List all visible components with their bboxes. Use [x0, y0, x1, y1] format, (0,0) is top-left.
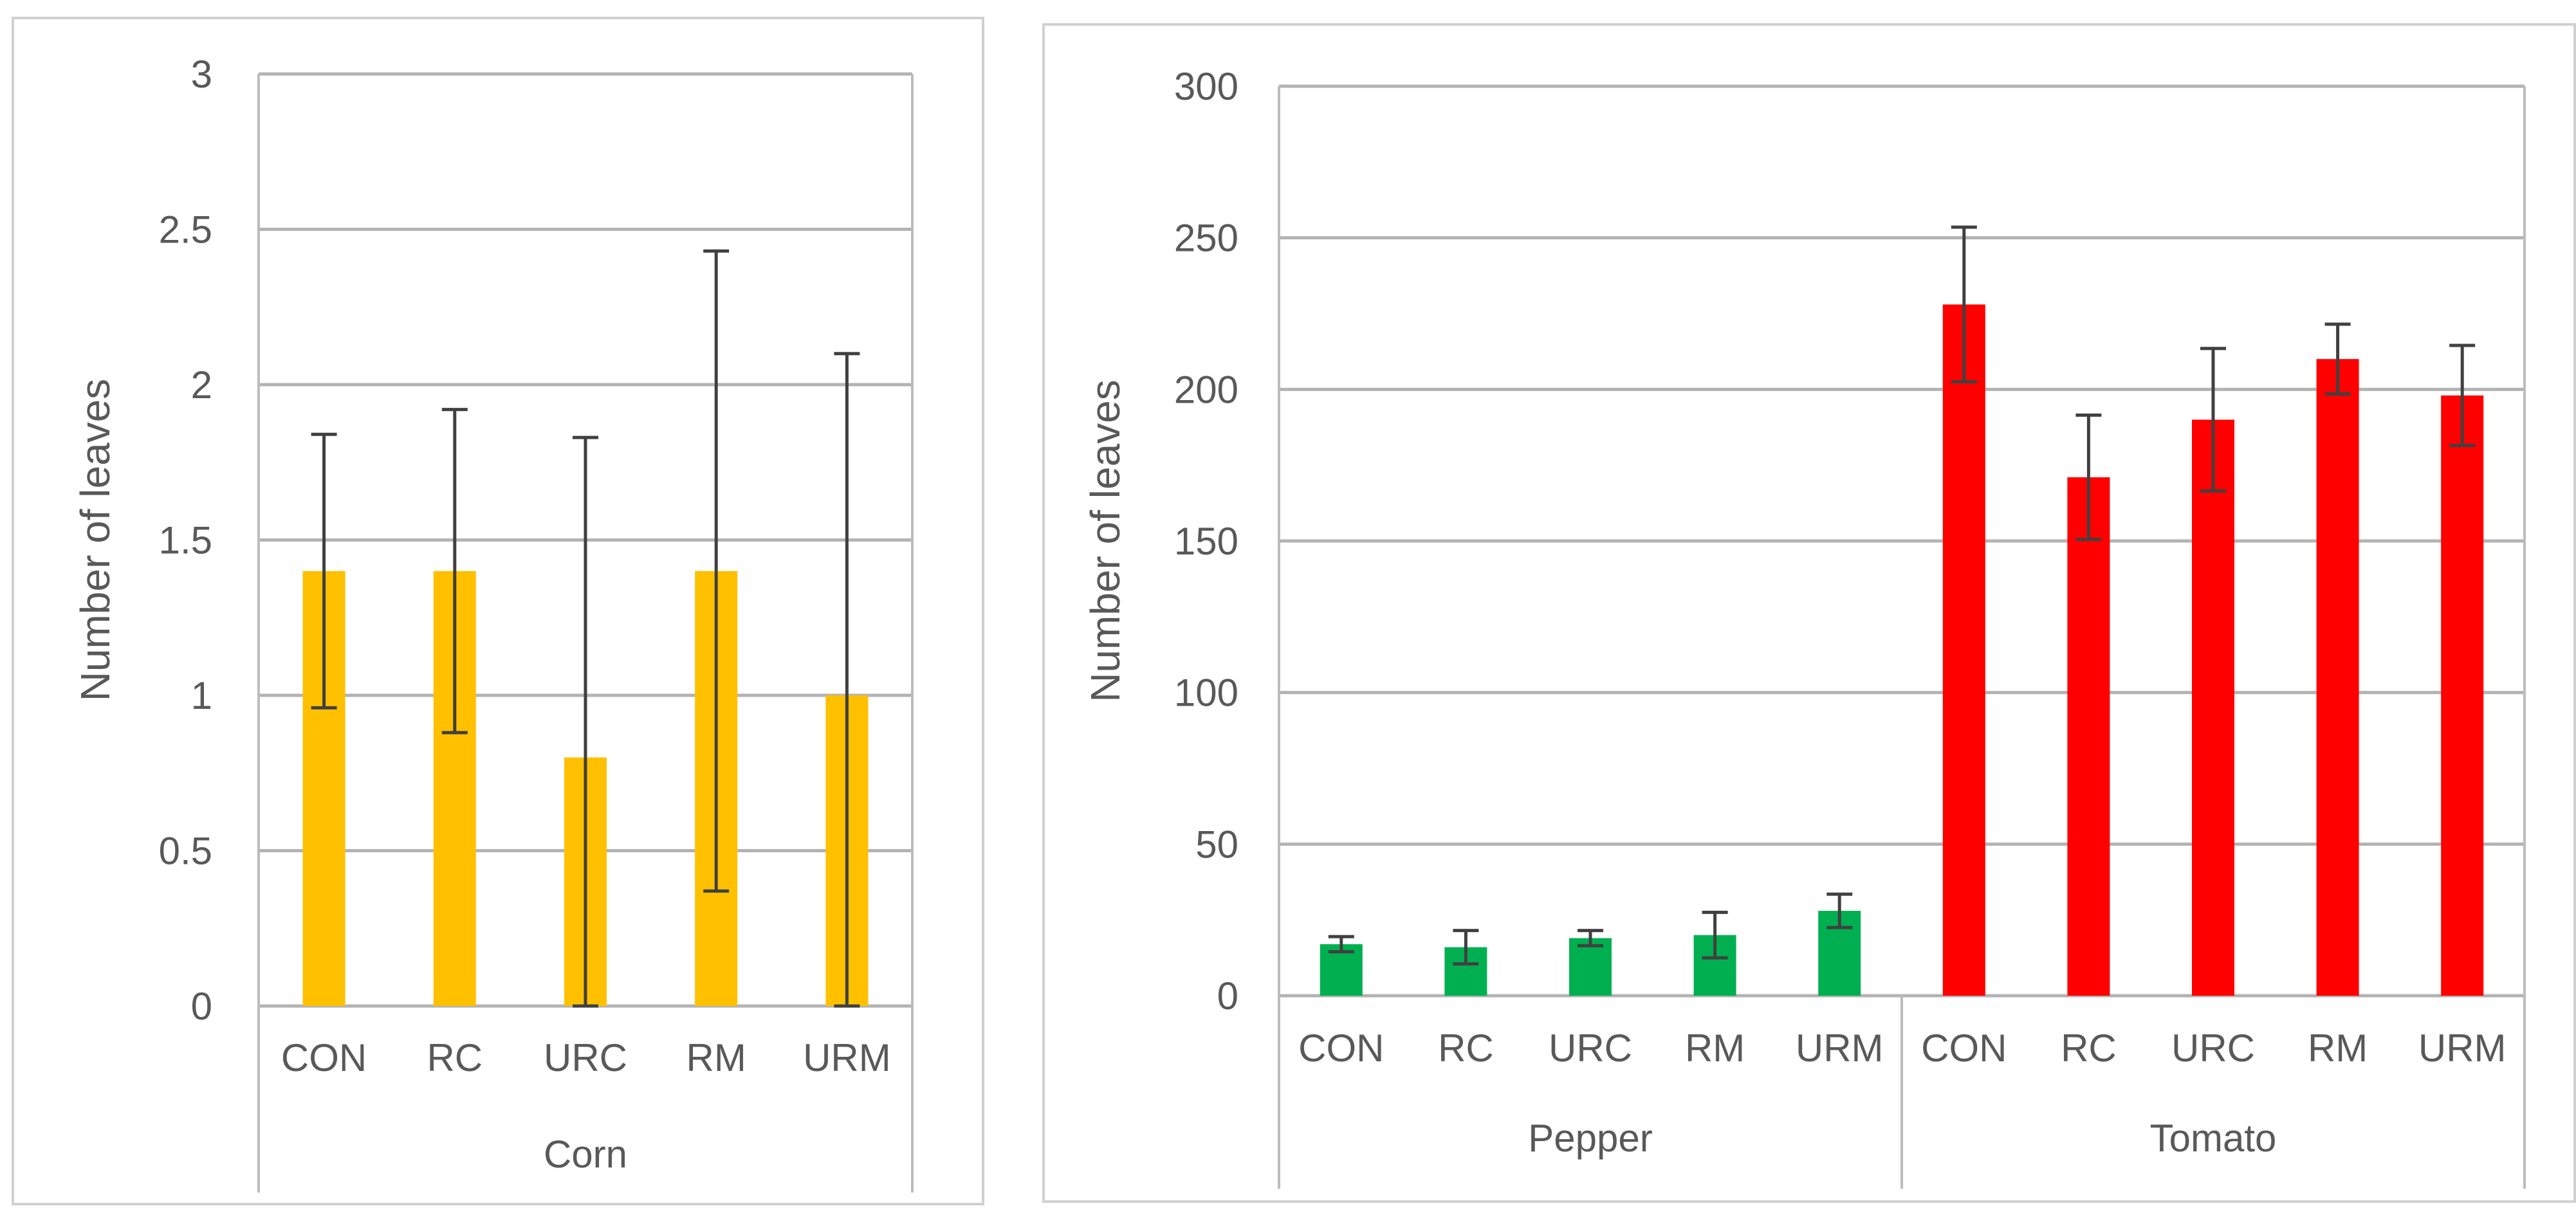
x-category-label: URC: [2171, 1027, 2255, 1070]
x-category-label: RC: [1438, 1027, 1494, 1070]
y-tick-label: 150: [1174, 520, 1238, 563]
y-tick-label: 1.5: [159, 519, 212, 562]
y-tick-label: 2: [191, 363, 212, 407]
y-tick-label: 200: [1174, 368, 1238, 411]
x-category-label: URC: [1549, 1027, 1632, 1070]
x-group-label: Pepper: [1528, 1117, 1652, 1160]
x-category-label: RM: [686, 1036, 746, 1079]
y-tick-label: 300: [1174, 65, 1238, 108]
x-group-label: Tomato: [2150, 1117, 2277, 1160]
y-axis-label: Number of leaves: [72, 379, 118, 702]
chart-frame: [12, 17, 984, 1205]
x-category-label: CON: [281, 1036, 367, 1079]
x-category-label: CON: [1298, 1027, 1384, 1070]
bar-tomato-con: [1942, 304, 1985, 996]
x-group-label: Corn: [544, 1133, 627, 1176]
y-tick-label: 250: [1174, 217, 1238, 260]
bar-tomato-rm: [2316, 359, 2359, 996]
x-category-label: URM: [1796, 1027, 1884, 1070]
x-category-label: CON: [1921, 1027, 2007, 1070]
pepper-tomato-leaves-chart: 0 50 100 150 200 250 300 Number of leaves CON RC U…: [1042, 23, 2576, 1203]
y-tick-label: 1: [191, 674, 212, 717]
x-category-label: RC: [427, 1036, 483, 1079]
y-tick-label: 2.5: [159, 208, 212, 252]
x-category-label: RC: [2061, 1027, 2117, 1070]
x-category-label: URC: [544, 1036, 627, 1079]
y-tick-label: 50: [1195, 823, 1238, 866]
corn-leaves-chart: 0 0.5 1 1.5 2 2.5 3 Number of leaves CON RC URC RM U…: [12, 17, 984, 1205]
y-tick-label: 0: [1217, 974, 1238, 1018]
y-tick-label: 0.5: [159, 830, 212, 873]
bar-tomato-urc: [2192, 419, 2234, 996]
x-category-label: RM: [1685, 1027, 1745, 1070]
x-category-label: RM: [2308, 1027, 2368, 1070]
bar-tomato-rc: [2067, 477, 2110, 996]
y-tick-label: 3: [191, 53, 212, 96]
bar-tomato-urm: [2441, 395, 2484, 996]
bar-pepper-urc: [1569, 938, 1612, 996]
y-axis-label: Number of leaves: [1082, 380, 1128, 702]
y-tick-label: 0: [191, 985, 212, 1028]
y-tick-label: 100: [1174, 672, 1238, 715]
x-category-label: URM: [2418, 1027, 2507, 1070]
x-category-label: URM: [803, 1036, 891, 1079]
